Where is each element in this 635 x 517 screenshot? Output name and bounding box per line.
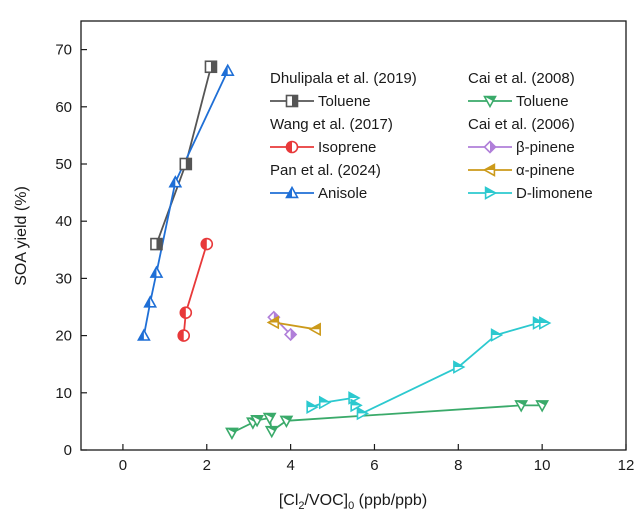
data-point-toluene-cai <box>535 400 550 413</box>
data-point-d-limonene <box>318 395 332 410</box>
legend-marker-isoprene <box>285 140 299 154</box>
legend-label-toluene-cai: Toluene <box>516 93 569 110</box>
data-point-d-limonene <box>532 316 546 330</box>
x-tick-label: 10 <box>534 457 551 474</box>
data-point-d-limonene <box>490 328 504 342</box>
y-tick-label: 20 <box>55 328 72 345</box>
y-tick-label: 50 <box>55 156 72 173</box>
data-point-d-limonene <box>539 316 552 330</box>
data-point-isoprene <box>200 237 214 251</box>
y-tick-label: 0 <box>64 442 72 459</box>
data-point-pinene <box>266 315 280 330</box>
y-tick-label: 10 <box>55 385 72 402</box>
legend-marker-pinene <box>483 140 497 154</box>
data-point-isoprene <box>179 306 193 320</box>
plot-frame <box>80 20 627 451</box>
series-line-toluene-cai <box>231 404 543 434</box>
data-point-anisole <box>143 295 158 308</box>
legend-marker-toluene-dhulipala <box>285 94 299 108</box>
legend-group-title: Cai et al. (2006) <box>468 116 575 133</box>
data-point-toluene-cai <box>250 415 264 428</box>
data-point-anisole <box>220 63 235 76</box>
x-tick-label: 12 <box>618 457 635 474</box>
data-point-d-limonene <box>350 398 363 413</box>
y-tick-label: 40 <box>55 213 72 230</box>
series-line-isoprene <box>182 243 208 336</box>
series-line-pinene <box>273 321 316 331</box>
legend-label-toluene-dhulipala: Toluene <box>318 93 371 110</box>
series-line-toluene-dhulipala <box>155 66 212 245</box>
data-point-toluene-cai <box>264 425 279 439</box>
data-point-toluene-dhulipala <box>179 157 193 171</box>
legend-group-title: Wang et al. (2017) <box>270 116 393 133</box>
legend-group-title: Pan et al. (2024) <box>270 162 381 179</box>
legend-label-pinene: α-pinene <box>516 162 575 179</box>
data-point-d-limonene <box>453 360 466 374</box>
data-point-anisole <box>137 328 151 341</box>
y-tick-label: 30 <box>55 270 72 287</box>
data-point-pinene <box>283 327 298 342</box>
y-tick-label: 60 <box>55 99 72 116</box>
data-point-d-limonene <box>356 406 370 421</box>
legend-marker-toluene-cai <box>483 95 497 109</box>
data-point-toluene-cai <box>279 415 294 428</box>
y-axis-title: SOA yield (%) <box>13 186 30 286</box>
x-tick-label: 8 <box>454 457 462 474</box>
legend-label-pinene: β-pinene <box>516 139 575 156</box>
legend-label-anisole: Anisole <box>318 185 367 202</box>
x-tick-label: 6 <box>370 457 378 474</box>
data-point-toluene-dhulipala <box>204 60 218 74</box>
series-line-d-limonene <box>311 322 545 415</box>
legend-label-isoprene: Isoprene <box>318 139 376 156</box>
data-point-isoprene <box>177 329 191 342</box>
data-point-anisole <box>149 265 164 278</box>
data-point-toluene-cai <box>262 412 277 426</box>
legend-group-title: Dhulipala et al. (2019) <box>270 70 417 87</box>
x-tick-label: 0 <box>119 457 127 474</box>
data-point-d-limonene <box>306 400 319 414</box>
data-point-toluene-cai <box>514 400 529 413</box>
legend-label-d-limonene: D-limonene <box>516 185 593 202</box>
legend-marker-anisole <box>285 185 299 199</box>
legend-group-title: Cai et al. (2008) <box>468 70 575 87</box>
x-tick-label: 4 <box>286 457 294 474</box>
legend-marker-pinene <box>482 163 496 177</box>
series-line-anisole <box>143 70 229 336</box>
data-point-toluene-dhulipala <box>150 237 163 251</box>
data-point-pinene <box>308 322 321 337</box>
x-tick-label: 2 <box>203 457 211 474</box>
data-point-toluene-cai <box>225 427 239 440</box>
x-axis-title: [Cl2/VOC]0 (ppb/ppb) <box>279 492 427 512</box>
legend-marker-d-limonene <box>484 186 498 200</box>
data-point-anisole <box>168 175 183 188</box>
y-tick-label: 70 <box>55 42 72 59</box>
